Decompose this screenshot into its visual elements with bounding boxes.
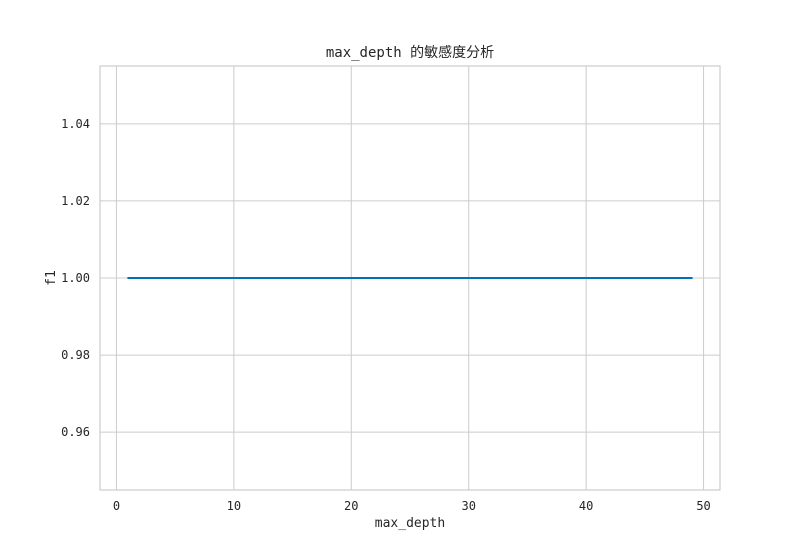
y-tick-label: 0.96 [61, 425, 90, 439]
y-tick-label: 1.04 [61, 117, 90, 131]
x-axis-label: max_depth [375, 516, 445, 531]
y-tick-label: 1.02 [61, 194, 90, 208]
x-tick-label: 0 [113, 499, 120, 513]
x-tick-label: 30 [461, 499, 475, 513]
x-tick-label: 20 [344, 499, 358, 513]
plot-frame [99, 65, 721, 491]
y-axis-label: f1 [44, 270, 59, 286]
chart-title: max_depth 的敏感度分析 [326, 44, 494, 61]
x-tick-label: 50 [696, 499, 710, 513]
tick-layer: 0 10 20 30 40 50 0.96 0.98 1.00 1.02 1.04 [61, 117, 711, 513]
x-tick-label: 40 [579, 499, 593, 513]
y-tick-label: 1.00 [61, 271, 90, 285]
x-tick-label: 10 [227, 499, 241, 513]
y-tick-label: 0.98 [61, 348, 90, 362]
